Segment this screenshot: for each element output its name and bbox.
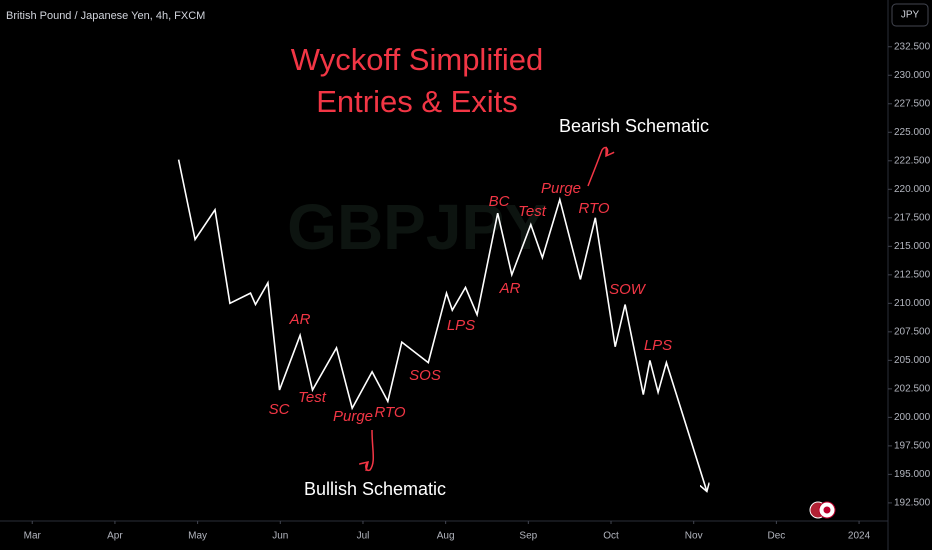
- x-tick-label: Aug: [437, 531, 455, 542]
- currency-label: JPY: [901, 10, 920, 21]
- price-line: [177, 159, 707, 492]
- x-tick-label: May: [188, 531, 207, 542]
- x-tick-label: Dec: [767, 531, 785, 542]
- y-tick-label: 195.000: [894, 469, 931, 480]
- symbol-header: British Pound / Japanese Yen, 4h, FXCM: [6, 10, 205, 22]
- annotation: SOS: [409, 367, 441, 384]
- flag-icon: [823, 506, 831, 514]
- annotation: Purge: [333, 408, 373, 425]
- annotation: Test: [518, 203, 547, 220]
- bullish-arrow: [366, 429, 375, 470]
- annotation: RTO: [578, 200, 609, 217]
- y-tick-label: 197.500: [894, 441, 931, 452]
- watermark: GBPJPY: [287, 191, 547, 263]
- y-tick-label: 202.500: [894, 384, 931, 395]
- x-tick-label: 2024: [848, 531, 871, 542]
- currency-badge[interactable]: [891, 3, 929, 27]
- chart-title: Wyckoff Simplified: [291, 42, 543, 77]
- annotation: Test: [298, 389, 327, 406]
- annotation: AR: [289, 311, 311, 328]
- x-tick-label: Oct: [603, 531, 619, 542]
- annotation: AR: [499, 280, 521, 297]
- annotation: SC: [269, 401, 290, 418]
- x-tick-label: Apr: [107, 531, 123, 542]
- y-tick-label: 200.000: [894, 412, 931, 423]
- x-tick-label: Jun: [272, 531, 288, 542]
- y-tick-label: 212.500: [894, 269, 931, 280]
- y-tick-label: 215.000: [894, 241, 931, 252]
- x-tick-label: Sep: [519, 531, 537, 542]
- y-tick-label: 207.500: [894, 326, 931, 337]
- chart-subtitle: Entries & Exits: [316, 84, 518, 119]
- x-tick-label: Nov: [685, 531, 703, 542]
- y-tick-label: 222.500: [894, 155, 931, 166]
- y-tick-label: 220.000: [894, 184, 931, 195]
- y-tick-label: 205.000: [894, 355, 931, 366]
- annotation: Bullish Schematic: [304, 479, 446, 499]
- y-tick-label: 230.000: [894, 70, 931, 81]
- y-tick-label: 225.000: [894, 127, 931, 138]
- annotation: Bearish Schematic: [559, 116, 709, 136]
- y-tick-label: 227.500: [894, 98, 931, 109]
- x-tick-label: Jul: [357, 531, 370, 542]
- x-tick-label: Mar: [24, 531, 42, 542]
- y-tick-label: 232.500: [894, 41, 931, 52]
- annotation: RTO: [374, 404, 405, 421]
- annotation: BC: [489, 193, 510, 210]
- y-tick-label: 217.500: [894, 212, 931, 223]
- bearish-arrow: [587, 148, 608, 187]
- annotation: LPS: [644, 337, 672, 354]
- annotation: LPS: [447, 317, 475, 334]
- annotation: SOW: [609, 281, 647, 298]
- annotation: Purge: [541, 180, 581, 197]
- y-tick-label: 192.500: [894, 498, 931, 509]
- y-tick-label: 210.000: [894, 298, 931, 309]
